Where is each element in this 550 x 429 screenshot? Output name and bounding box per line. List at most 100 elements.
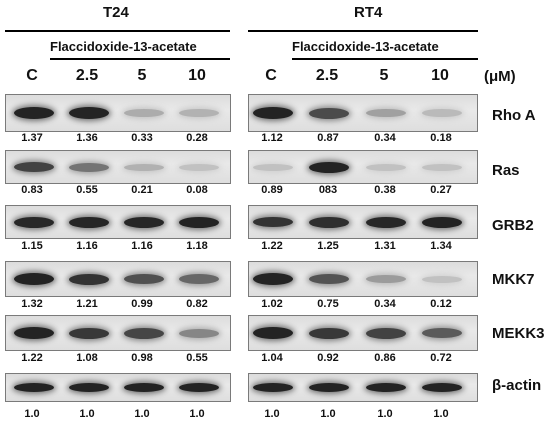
western-band [366,164,406,171]
western-band [69,383,109,392]
western-band [14,107,54,119]
western-band [253,217,293,227]
unit-label: (μM) [484,68,516,85]
t24-conc-control: C [26,67,38,84]
t24-treatment-underline [50,58,230,60]
t24-value-rhoa-c: 1.37 [21,132,43,144]
western-band [124,328,164,339]
rt4-title-underline [248,30,478,32]
rt4-blot-ras [248,150,478,184]
western-band [179,383,219,392]
t24-conc-5: 5 [137,67,147,84]
western-band [253,383,293,392]
protein-label-ras: Ras [492,162,520,179]
western-band [422,383,462,392]
western-band [422,276,462,283]
western-band [309,162,349,173]
rt4-value-ras-10: 0.27 [430,184,452,196]
western-band [366,328,406,339]
t24-value-grb2-5: 1.16 [131,240,153,252]
rt4-value-actin-10: 1.0 [433,408,449,420]
t24-value-ras-2-5: 0.55 [76,184,98,196]
t24-blot-grb2 [5,205,231,239]
western-band [124,164,164,171]
rt4-value-mekk3-c: 1.04 [261,352,283,364]
rt4-value-grb2-c: 1.22 [261,240,283,252]
t24-value-ras-10: 0.08 [186,184,208,196]
t24-value-actin-c: 1.0 [24,408,40,420]
rt4-blot-beta-actin [248,373,478,402]
western-band [422,217,462,228]
t24-blot-rhoa [5,94,231,132]
western-band [14,383,54,392]
t24-title: T24 [103,4,129,21]
protein-label-rhoa: Rho A [492,107,536,124]
western-band [179,217,219,228]
rt4-value-ras-c: 0.89 [261,184,283,196]
t24-blot-mekk3 [5,315,231,351]
western-band [253,107,293,119]
western-band [309,108,349,119]
t24-value-ras-c: 0.83 [21,184,43,196]
t24-conc-10: 10 [188,67,206,84]
t24-value-ras-5: 0.21 [131,184,153,196]
t24-value-mkk7-2-5: 1.21 [76,298,98,310]
t24-value-mkk7-c: 1.32 [21,298,43,310]
western-band [366,217,406,228]
rt4-title: RT4 [354,4,383,21]
western-band [309,274,349,284]
western-band [366,109,406,117]
western-band [253,164,293,171]
western-band [179,109,219,117]
rt4-value-mekk3-2-5: 0.92 [317,352,339,364]
rt4-value-ras-2-5: 083 [318,184,338,196]
t24-value-mkk7-5: 0.99 [131,298,153,310]
western-band [124,383,164,392]
western-band [422,164,462,171]
rt4-conc-control: C [265,67,277,84]
t24-value-mekk3-10: 0.55 [186,352,208,364]
rt4-value-rhoa-2-5: 0.87 [317,132,339,144]
western-band [14,162,54,172]
t24-blot-ras [5,150,231,184]
rt4-value-rhoa-10: 0.18 [430,132,452,144]
western-band [309,217,349,228]
t24-blot-mkk7 [5,261,231,297]
t24-value-grb2-c: 1.15 [21,240,43,252]
western-band [69,274,109,285]
rt4-value-mekk3-10: 0.72 [430,352,452,364]
rt4-value-grb2-2-5: 1.25 [317,240,339,252]
rt4-treatment-label: Flaccidoxide-13-acetate [292,39,439,54]
t24-value-mkk7-10: 0.82 [186,298,208,310]
t24-value-actin-5: 1.0 [134,408,150,420]
western-band [253,273,293,285]
rt4-value-mkk7-c: 1.02 [261,298,283,310]
t24-conc-2-5: 2.5 [75,67,99,84]
western-band [14,273,54,285]
rt4-value-actin-5: 1.0 [377,408,393,420]
rt4-value-rhoa-5: 0.34 [374,132,396,144]
western-band [14,327,54,339]
t24-value-grb2-2-5: 1.16 [76,240,98,252]
t24-title-underline [5,30,230,32]
t24-value-actin-2-5: 1.0 [79,408,95,420]
western-band [366,383,406,392]
western-band [179,274,219,284]
t24-value-rhoa-5: 0.33 [131,132,153,144]
western-band [253,327,293,339]
rt4-value-mkk7-5: 0.34 [374,298,396,310]
western-band [14,217,54,228]
protein-label-beta-actin: β-actin [492,377,542,394]
western-band [309,328,349,339]
western-band [422,109,462,117]
protein-label-mkk7: MKK7 [492,271,535,288]
rt4-treatment-underline [292,58,478,60]
rt4-value-ras-5: 0.38 [374,184,396,196]
t24-treatment-label: Flaccidoxide-13-acetate [50,39,197,54]
western-band [69,163,109,172]
rt4-value-grb2-5: 1.31 [374,240,396,252]
western-band [124,274,164,284]
western-band [422,328,462,338]
rt4-value-rhoa-c: 1.12 [261,132,283,144]
western-band [366,275,406,283]
